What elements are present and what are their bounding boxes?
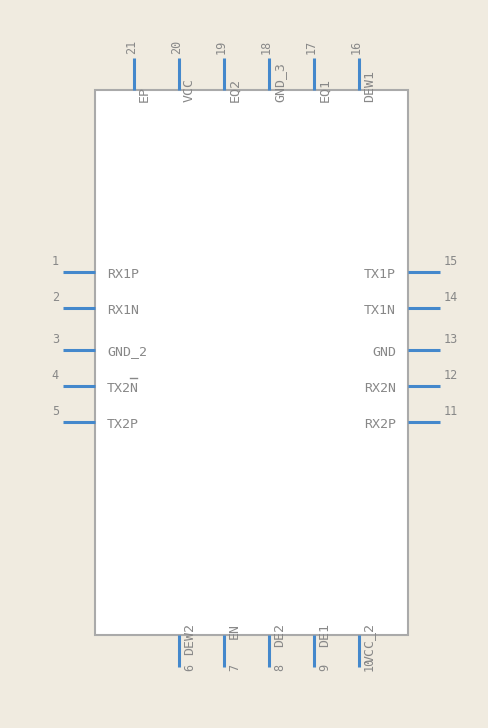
Text: EQ1: EQ1 <box>318 78 331 102</box>
Text: 18: 18 <box>260 40 273 54</box>
Text: 15: 15 <box>444 255 458 268</box>
Text: TX2N: TX2N <box>107 381 139 395</box>
Text: TX1N: TX1N <box>364 304 396 317</box>
Text: EP: EP <box>138 86 151 102</box>
Text: 19: 19 <box>215 40 228 54</box>
Text: 1: 1 <box>52 255 59 268</box>
Text: DEW1: DEW1 <box>363 70 376 102</box>
Text: 11: 11 <box>444 405 458 418</box>
Text: TX2P: TX2P <box>107 417 139 430</box>
Text: 3: 3 <box>52 333 59 346</box>
Bar <box>95 90 408 635</box>
Text: GND_3: GND_3 <box>273 62 286 102</box>
Text: 21: 21 <box>125 40 138 54</box>
Text: 13: 13 <box>444 333 458 346</box>
Text: GND_2: GND_2 <box>107 346 147 358</box>
Text: DE1: DE1 <box>318 623 331 647</box>
Text: EN: EN <box>228 623 241 639</box>
Text: 9: 9 <box>318 664 331 671</box>
Text: RX2N: RX2N <box>364 381 396 395</box>
Text: 10: 10 <box>363 657 376 671</box>
Text: EQ2: EQ2 <box>228 78 241 102</box>
Text: 7: 7 <box>228 664 241 671</box>
Text: VCC_2: VCC_2 <box>363 623 376 663</box>
Text: 16: 16 <box>350 40 363 54</box>
Text: 5: 5 <box>52 405 59 418</box>
Text: DEW2: DEW2 <box>183 623 196 655</box>
Text: 12: 12 <box>444 369 458 382</box>
Text: RX1P: RX1P <box>107 267 139 280</box>
Text: 8: 8 <box>273 664 286 671</box>
Text: 6: 6 <box>183 664 196 671</box>
Text: RX1N: RX1N <box>107 304 139 317</box>
Text: RX2P: RX2P <box>364 417 396 430</box>
Text: DE2: DE2 <box>273 623 286 647</box>
Text: GND: GND <box>372 346 396 358</box>
Text: 2: 2 <box>52 291 59 304</box>
Text: 14: 14 <box>444 291 458 304</box>
Text: 17: 17 <box>305 40 318 54</box>
Text: VCC: VCC <box>183 78 196 102</box>
Text: 4: 4 <box>52 369 59 382</box>
Text: 20: 20 <box>170 40 183 54</box>
Text: TX1P: TX1P <box>364 267 396 280</box>
